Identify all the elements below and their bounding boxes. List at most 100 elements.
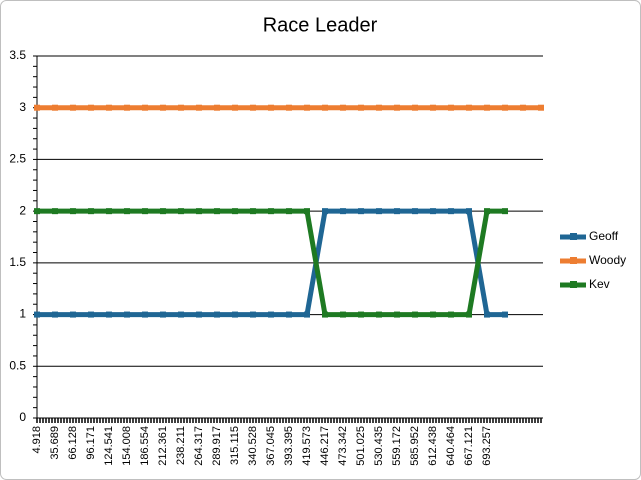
point-marker xyxy=(88,311,94,318)
y-tick-label: 3.5 xyxy=(9,48,26,62)
point-marker xyxy=(466,208,472,215)
point-marker xyxy=(34,311,40,318)
point-marker xyxy=(340,311,346,318)
x-tick-label: 96.171 xyxy=(85,426,97,460)
point-marker xyxy=(484,104,490,111)
x-tick-label: 340.528 xyxy=(247,426,259,466)
point-marker xyxy=(196,208,202,215)
point-marker xyxy=(250,311,256,318)
point-marker xyxy=(502,208,508,215)
point-marker xyxy=(304,104,310,111)
legend-marker xyxy=(570,281,577,288)
point-marker xyxy=(394,208,400,215)
x-tick-label: 393.395 xyxy=(283,426,295,466)
point-marker xyxy=(196,104,202,111)
point-marker xyxy=(412,208,418,215)
point-marker xyxy=(394,311,400,318)
x-tick-label: 264.317 xyxy=(193,426,205,466)
x-tick-label: 289.917 xyxy=(211,426,223,466)
point-marker xyxy=(340,208,346,215)
x-tick-label: 66.128 xyxy=(67,426,79,460)
point-marker xyxy=(232,208,238,215)
legend-marker xyxy=(570,233,577,240)
point-marker xyxy=(358,208,364,215)
x-tick-label: 186.554 xyxy=(139,426,151,466)
point-marker xyxy=(304,311,310,318)
point-marker xyxy=(484,208,490,215)
point-marker xyxy=(124,311,130,318)
point-marker xyxy=(412,311,418,318)
x-tick-label: 693.257 xyxy=(481,426,493,466)
point-marker xyxy=(160,104,166,111)
point-marker xyxy=(358,311,364,318)
point-marker xyxy=(214,104,220,111)
point-marker xyxy=(430,208,436,215)
point-marker xyxy=(34,104,40,111)
point-marker xyxy=(52,208,58,215)
x-tick-label: 640.464 xyxy=(445,426,457,466)
x-tick-label: 473.342 xyxy=(337,426,349,466)
x-tick-label: 559.172 xyxy=(391,426,403,466)
point-marker xyxy=(484,311,490,318)
legend-label: Kev xyxy=(589,277,610,291)
point-marker xyxy=(124,104,130,111)
point-marker xyxy=(106,208,112,215)
x-tick-label: 35.689 xyxy=(49,426,61,460)
point-marker xyxy=(448,208,454,215)
point-marker xyxy=(178,311,184,318)
point-marker xyxy=(520,104,526,111)
point-marker xyxy=(322,104,328,111)
y-tick-label: 2.5 xyxy=(9,152,26,166)
point-marker xyxy=(232,311,238,318)
y-tick-label: 3 xyxy=(19,100,26,114)
y-tick-label: 1.5 xyxy=(9,255,26,269)
point-marker xyxy=(448,311,454,318)
point-marker xyxy=(466,104,472,111)
point-marker xyxy=(214,311,220,318)
point-marker xyxy=(196,311,202,318)
point-marker xyxy=(88,208,94,215)
x-tick-label: 238.211 xyxy=(175,426,187,465)
point-marker xyxy=(322,208,328,215)
point-marker xyxy=(538,104,544,111)
point-marker xyxy=(268,208,274,215)
point-marker xyxy=(70,311,76,318)
point-marker xyxy=(70,208,76,215)
point-marker xyxy=(376,208,382,215)
point-marker xyxy=(142,311,148,318)
point-marker xyxy=(430,311,436,318)
point-marker xyxy=(124,208,130,215)
x-tick-label: 419.573 xyxy=(301,426,313,466)
point-marker xyxy=(142,208,148,215)
point-marker xyxy=(376,311,382,318)
point-marker xyxy=(502,311,508,318)
point-marker xyxy=(376,104,382,111)
x-tick-label: 612.438 xyxy=(427,426,439,466)
x-tick-label: 154.008 xyxy=(121,426,133,466)
point-marker xyxy=(160,311,166,318)
x-tick-label: 585.952 xyxy=(409,426,421,466)
point-marker xyxy=(286,104,292,111)
point-marker xyxy=(160,208,166,215)
point-marker xyxy=(286,208,292,215)
point-marker xyxy=(52,104,58,111)
point-marker xyxy=(106,104,112,111)
chart-title: Race Leader xyxy=(263,14,378,36)
point-marker xyxy=(448,104,454,111)
point-marker xyxy=(268,104,274,111)
point-marker xyxy=(214,208,220,215)
point-marker xyxy=(250,104,256,111)
point-marker xyxy=(268,311,274,318)
point-marker xyxy=(358,104,364,111)
point-marker xyxy=(232,104,238,111)
x-tick-label: 367.045 xyxy=(265,426,277,466)
x-tick-label: 4.918 xyxy=(31,426,43,454)
point-marker xyxy=(304,208,310,215)
point-marker xyxy=(52,311,58,318)
point-marker xyxy=(70,104,76,111)
legend-label: Geoff xyxy=(589,229,619,243)
point-marker xyxy=(106,311,112,318)
y-tick-label: 1 xyxy=(19,307,26,321)
x-tick-label: 446.217 xyxy=(319,426,331,466)
y-tick-label: 0.5 xyxy=(9,358,26,372)
